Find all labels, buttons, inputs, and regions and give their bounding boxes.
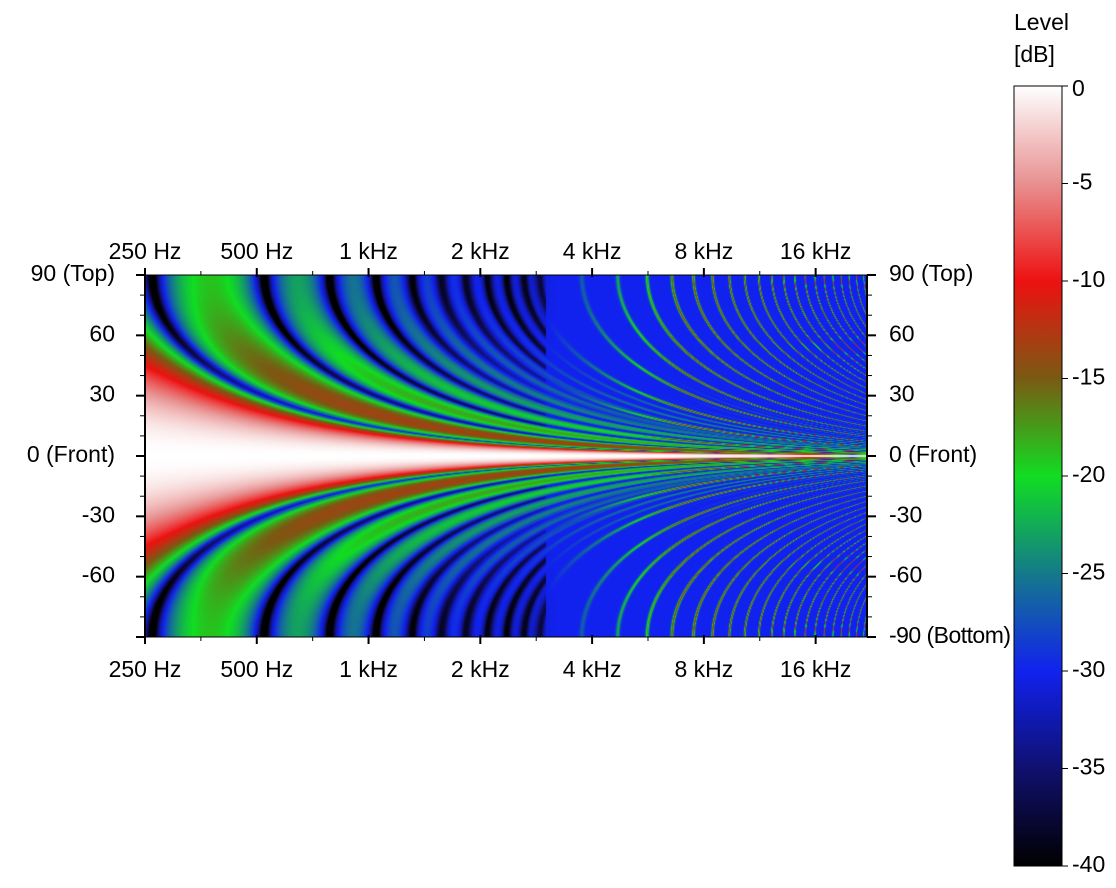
x-tick-label-top: 4 kHz xyxy=(563,238,622,264)
x-tick-label-top: 250 Hz xyxy=(109,238,182,264)
x-tick-label-top: 8 kHz xyxy=(674,238,733,264)
axes-group: 250 Hz 250 Hz 500 Hz 500 Hz 1 kHz 1 kHz 2 kHz 2… xyxy=(27,238,1011,682)
y-tick-label-left: 90 (Top) xyxy=(31,260,115,286)
y-tick-label-right: -90 (Bottom) xyxy=(889,622,1011,648)
colorbar-tick-label: -5 xyxy=(1072,169,1092,195)
colorbar-ticks: 0 -5 -10 -15 -20 -25 -30 -35 -40 xyxy=(1062,75,1105,877)
x-tick-label-bottom: 2 kHz xyxy=(451,656,510,682)
colorbar-tick-label: 0 xyxy=(1072,75,1085,101)
colorbar-strip xyxy=(1013,85,1063,867)
y-tick-label-right: -60 xyxy=(889,562,922,588)
x-tick-label-bottom: 16 kHz xyxy=(780,656,852,682)
colorbar-tick-label: -15 xyxy=(1072,364,1105,390)
x-tick-label-bottom: 1 kHz xyxy=(339,656,398,682)
y-tick-label-right: -30 xyxy=(889,501,922,527)
y-tick-label-left: 0 (Front) xyxy=(27,441,115,467)
x-tick-label-bottom: 8 kHz xyxy=(674,656,733,682)
heatmap-canvas xyxy=(145,275,867,637)
x-tick-label-top: 1 kHz xyxy=(339,238,398,264)
x-tick-label-top: 500 Hz xyxy=(220,238,293,264)
colorbar-tick-label: -35 xyxy=(1072,754,1105,780)
x-tick-label-bottom: 4 kHz xyxy=(563,656,622,682)
x-tick-label-bottom: 500 Hz xyxy=(220,656,293,682)
y-tick-label-right: 60 xyxy=(889,320,915,346)
colorbar-tick-label: -10 xyxy=(1072,266,1105,292)
y-tick-label-left: 30 xyxy=(89,381,115,407)
y-tick-label-left: -60 xyxy=(82,562,115,588)
colorbar-title-line1: Level xyxy=(1014,9,1069,35)
x-tick-label-top: 16 kHz xyxy=(780,238,852,264)
colorbar-tick-label: -25 xyxy=(1072,559,1105,585)
y-tick-label-left: -30 xyxy=(82,501,115,527)
colorbar-tick-label: -40 xyxy=(1072,851,1105,877)
x-tick-label-bottom: 250 Hz xyxy=(109,656,182,682)
colorbar-tick-label: -20 xyxy=(1072,461,1105,487)
colorbar-title-line2: [dB] xyxy=(1014,41,1055,67)
x-tick-label-top: 2 kHz xyxy=(451,238,510,264)
heatmap-area xyxy=(145,275,867,637)
colorbar-tick-label: -30 xyxy=(1072,656,1105,682)
colorbar: Level [dB] 0 -5 -10 -15 -20 -25 -30 -35 -40 xyxy=(1013,9,1105,877)
y-tick-label-right: 90 (Top) xyxy=(889,260,973,286)
y-tick-label-left: 60 xyxy=(89,320,115,346)
y-tick-label-right: 0 (Front) xyxy=(889,441,977,467)
y-tick-label-right: 30 xyxy=(889,381,915,407)
